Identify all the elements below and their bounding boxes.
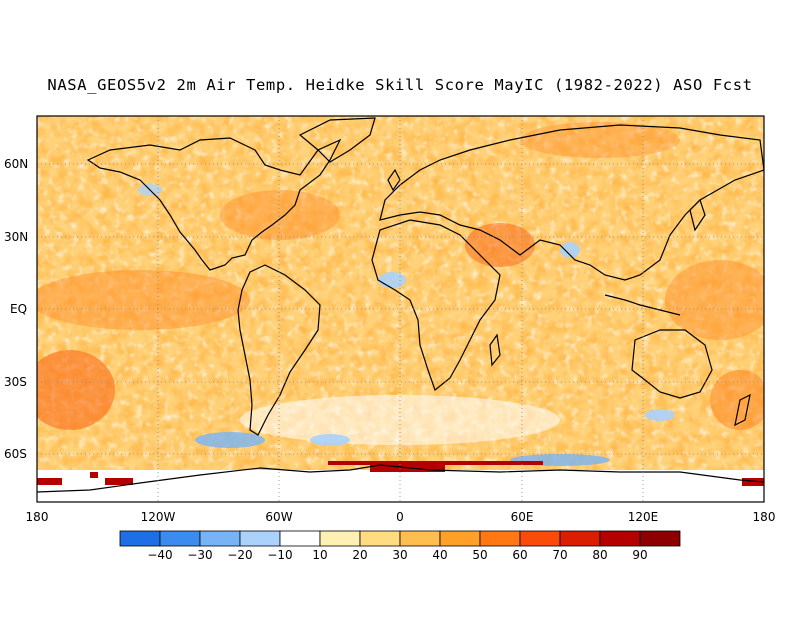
colorbar-label: 20 bbox=[352, 548, 367, 562]
map-frame bbox=[36, 115, 765, 503]
colorbar-swatch bbox=[239, 530, 281, 547]
lon-label-180e: 180 bbox=[753, 510, 776, 524]
colorbar-label: 80 bbox=[592, 548, 607, 562]
colorbar-swatch bbox=[359, 530, 401, 547]
colorbar-swatch bbox=[199, 530, 241, 547]
lat-label-30n: 30N bbox=[4, 230, 28, 244]
colorbar-label: 70 bbox=[552, 548, 567, 562]
colorbar-label: 40 bbox=[432, 548, 447, 562]
colorbar-label: 50 bbox=[472, 548, 487, 562]
lon-label-60e: 60E bbox=[511, 510, 534, 524]
colorbar-swatch bbox=[399, 530, 441, 547]
colorbar-swatch bbox=[479, 530, 521, 547]
colorbar-swatch bbox=[559, 530, 601, 547]
lon-label-120e: 120E bbox=[628, 510, 659, 524]
map-title: NASA_GEOS5v2 2m Air Temp. Heidke Skill S… bbox=[47, 76, 753, 94]
colorbar-swatch bbox=[439, 530, 481, 547]
colorbar-label: −30 bbox=[187, 548, 212, 562]
colorbar-label: 30 bbox=[392, 548, 407, 562]
colorbar: −40 −30 −20 −10 10 20 30 40 50 60 70 80 90 bbox=[119, 530, 681, 562]
lat-label-eq: EQ bbox=[10, 302, 27, 316]
lon-label-60w: 60W bbox=[265, 510, 292, 524]
lon-label-180w: 180 bbox=[26, 510, 49, 524]
colorbar-swatch bbox=[159, 530, 201, 547]
lat-label-60n: 60N bbox=[4, 157, 28, 171]
colorbar-swatch bbox=[639, 530, 681, 547]
colorbar-label: 60 bbox=[512, 548, 527, 562]
colorbar-swatch bbox=[319, 530, 361, 547]
colorbar-swatch bbox=[279, 530, 321, 547]
lat-label-30s: 30S bbox=[4, 375, 27, 389]
gridlines bbox=[37, 116, 764, 502]
colorbar-label: 10 bbox=[312, 548, 327, 562]
colorbar-label: −40 bbox=[147, 548, 172, 562]
colorbar-label: −20 bbox=[227, 548, 252, 562]
colorbar-swatch bbox=[519, 530, 561, 547]
coastlines bbox=[37, 117, 764, 493]
colorbar-label: 90 bbox=[632, 548, 647, 562]
colorbar-label: −10 bbox=[267, 548, 292, 562]
colorbar-swatch bbox=[599, 530, 641, 547]
lon-label-0: 0 bbox=[396, 510, 404, 524]
lon-label-120w: 120W bbox=[141, 510, 176, 524]
lat-label-60s: 60S bbox=[4, 447, 27, 461]
colorbar-swatch bbox=[119, 530, 161, 547]
